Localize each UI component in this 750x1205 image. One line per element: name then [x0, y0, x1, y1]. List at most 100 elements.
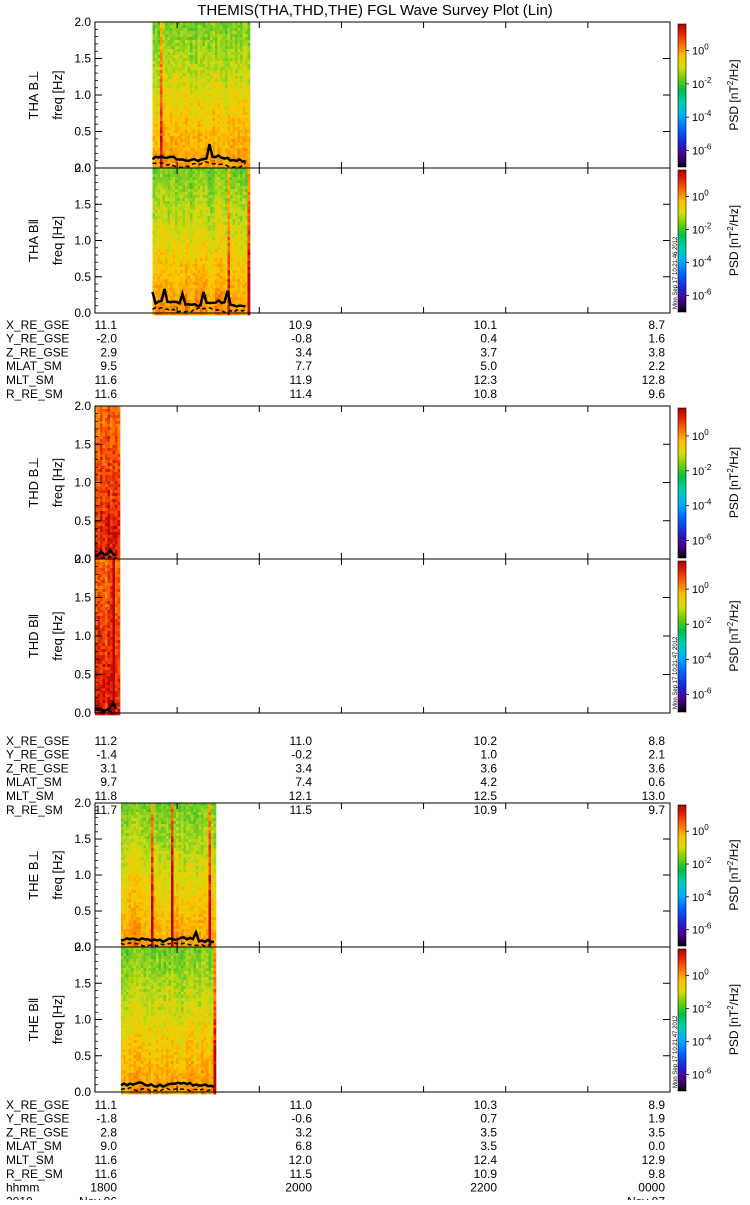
spectrogram-cell: [178, 97, 181, 100]
spectrogram-cell: [178, 163, 181, 166]
spectrogram-cell: [160, 213, 163, 216]
spectrogram-cell: [240, 201, 243, 204]
spectrogram-cell: [168, 100, 171, 103]
spectrogram-cell: [223, 106, 226, 109]
spectrogram-cell: [248, 28, 251, 31]
spectrogram-cell: [115, 505, 118, 508]
spectrogram-cell: [233, 130, 236, 133]
spectrogram-cell: [233, 219, 236, 222]
spectrogram-cell: [105, 454, 108, 457]
spectrogram-cell: [215, 61, 218, 64]
spectrogram: [95, 559, 120, 715]
spectrogram-cell: [163, 25, 166, 28]
spectrogram-cell: [155, 67, 158, 70]
spectrogram-cell: [118, 487, 121, 490]
spectrogram-cell: [210, 234, 213, 237]
spectrogram-cell: [105, 700, 108, 703]
spectrogram-cell: [183, 195, 186, 198]
spectrogram-cell: [160, 124, 163, 127]
spectrogram-cell: [168, 151, 171, 154]
spectrogram-cell: [225, 216, 228, 219]
spectrogram-cell: [113, 469, 116, 472]
spectrogram-cell: [243, 240, 246, 243]
spectrogram-cell: [100, 658, 103, 661]
spectrogram-cell: [230, 58, 233, 61]
spectrogram-cell: [98, 562, 101, 565]
spectrogram-cell: [233, 154, 236, 157]
spectrogram-cell: [235, 261, 238, 264]
spectrogram-cell: [165, 61, 168, 64]
spectrogram-cell: [233, 186, 236, 189]
spectrogram-cell: [103, 526, 106, 529]
spectrogram-cell: [168, 204, 171, 207]
spectrogram-cell: [188, 121, 191, 124]
spectrogram-cell: [158, 204, 161, 207]
spectrogram-cell: [210, 195, 213, 198]
spectrogram-cell: [225, 34, 228, 37]
spectrogram-cell: [170, 303, 173, 306]
spectrogram-cell: [153, 270, 156, 273]
spectrogram-cell: [245, 222, 248, 225]
spectrogram-cell: [175, 82, 178, 85]
spectrogram-cell: [193, 189, 196, 192]
spectrogram-cell: [203, 49, 206, 52]
spectrogram-cell: [220, 31, 223, 34]
spectrogram-cell: [163, 300, 166, 303]
spectrogram-cell: [245, 264, 248, 267]
spectrogram-cell: [203, 207, 206, 210]
spectrogram-cell: [238, 300, 241, 303]
spectrogram-cell: [238, 198, 241, 201]
spectrogram-cell: [118, 493, 121, 496]
spectrogram-cell: [240, 273, 243, 276]
spectrogram-cell: [173, 216, 176, 219]
spectrogram-cell: [100, 493, 103, 496]
spectrogram-cell: [158, 61, 161, 64]
spectrogram-cell: [163, 49, 166, 52]
spectrogram-cell: [178, 210, 181, 213]
spectrogram-cell: [180, 73, 183, 76]
spectrogram-cell: [168, 55, 171, 58]
spectrogram-cell: [185, 55, 188, 58]
spectrogram-cell: [238, 273, 241, 276]
spectrogram-cell: [240, 297, 243, 300]
spectrogram-cell: [190, 106, 193, 109]
spectrogram-cell: [230, 198, 233, 201]
spectrogram-cell: [238, 171, 241, 174]
spectrogram-cell: [223, 163, 226, 166]
spectrogram-cell: [245, 240, 248, 243]
spectrogram-cell: [173, 58, 176, 61]
spectrogram-cell: [185, 112, 188, 115]
spectrogram-cell: [178, 106, 181, 109]
spectrogram-cell: [198, 79, 201, 82]
spectrogram-cell: [233, 183, 236, 186]
spectrogram-cell: [193, 109, 196, 112]
spectrogram-cell: [183, 148, 186, 151]
spectrogram-cell: [110, 643, 113, 646]
spectrogram-cell: [185, 207, 188, 210]
spectrogram-cell: [190, 219, 193, 222]
spectrogram-cell: [168, 273, 171, 276]
spectrogram-cell: [153, 79, 156, 82]
spectrogram-cell: [108, 514, 111, 517]
spectrogram-cell: [223, 216, 226, 219]
spectrogram-cell: [118, 430, 121, 433]
spectrogram-cell: [105, 679, 108, 682]
spectrogram-cell: [175, 130, 178, 133]
spectrogram-cell: [103, 430, 106, 433]
spectrogram-cell: [245, 186, 248, 189]
spectrogram-cell: [153, 204, 156, 207]
spectrogram-cell: [223, 288, 226, 291]
spectrogram-cell: [240, 180, 243, 183]
spectrogram-cell: [155, 198, 158, 201]
spectrogram-cell: [208, 276, 211, 279]
spectrogram-cell: [205, 291, 208, 294]
spectrogram-cell: [160, 285, 163, 288]
spectrogram-cell: [170, 192, 173, 195]
spectrogram-cell: [105, 544, 108, 547]
spectrogram-cell: [100, 619, 103, 622]
spectrogram-cell: [163, 186, 166, 189]
spectrogram-cell: [113, 493, 116, 496]
spectrogram-cell: [198, 213, 201, 216]
spectrogram-cell: [183, 67, 186, 70]
spectrogram-cell: [208, 28, 211, 31]
